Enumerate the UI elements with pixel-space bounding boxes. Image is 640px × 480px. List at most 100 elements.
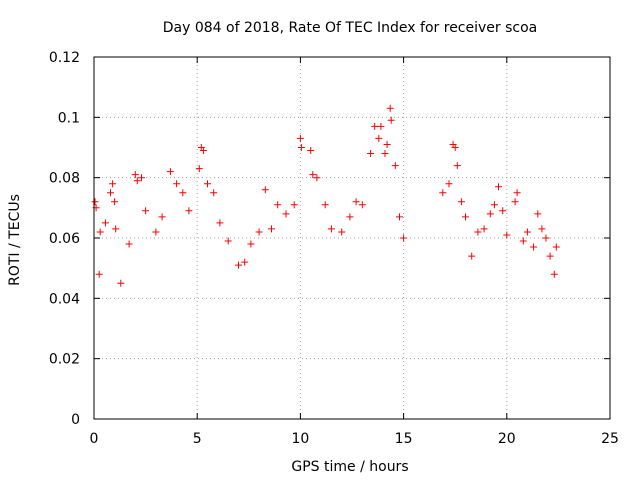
- data-point: [179, 189, 187, 197]
- data-point: [255, 228, 263, 236]
- data-point: [346, 213, 354, 221]
- scatter-points: [91, 104, 560, 287]
- data-point: [112, 225, 120, 233]
- data-point: [101, 219, 109, 227]
- data-point: [313, 174, 321, 182]
- data-point: [375, 134, 383, 142]
- data-point: [185, 207, 193, 215]
- data-point: [131, 171, 139, 179]
- data-point: [358, 201, 366, 209]
- data-point: [400, 234, 408, 242]
- y-tick-label: 0: [71, 412, 80, 428]
- y-tick-label: 0.1: [58, 110, 80, 126]
- data-point: [321, 201, 329, 209]
- data-point: [499, 207, 507, 215]
- data-point: [546, 252, 554, 260]
- chart-title: Day 084 of 2018, Rate Of TEC Index for r…: [163, 20, 538, 36]
- data-point: [387, 116, 395, 124]
- plot-frame: [93, 56, 611, 420]
- grid: [94, 57, 610, 419]
- data-point: [383, 141, 391, 148]
- data-point: [490, 201, 498, 209]
- data-point: [235, 261, 242, 269]
- y-tick-label: 0.02: [49, 352, 80, 368]
- y-tick-label: 0.08: [49, 171, 80, 187]
- data-point: [95, 270, 103, 278]
- data-point: [224, 237, 232, 245]
- data-point: [158, 213, 166, 221]
- data-point: [457, 198, 465, 206]
- data-point: [462, 213, 469, 221]
- data-point: [474, 228, 482, 236]
- data-point: [109, 180, 117, 188]
- data-point: [367, 150, 375, 157]
- data-point: [96, 228, 104, 236]
- data-point: [513, 189, 521, 197]
- data-point: [125, 240, 133, 248]
- data-point: [453, 162, 461, 170]
- x-tick-label: 10: [291, 431, 309, 447]
- data-point: [552, 243, 560, 251]
- data-point: [538, 225, 546, 233]
- data-point: [282, 210, 290, 218]
- data-point: [204, 180, 211, 188]
- data-point: [290, 201, 298, 209]
- data-point: [519, 237, 527, 245]
- data-point: [309, 171, 317, 179]
- x-tick-label: 20: [498, 431, 516, 447]
- data-point: [173, 180, 181, 188]
- data-point: [550, 270, 558, 278]
- data-point: [377, 122, 385, 130]
- data-point: [480, 225, 488, 233]
- x-tick-label: 25: [601, 431, 619, 447]
- data-point: [166, 168, 174, 176]
- data-point: [468, 252, 476, 260]
- data-point: [210, 189, 218, 197]
- x-axis-title: GPS time / hours: [291, 459, 408, 475]
- data-point: [445, 180, 453, 188]
- data-point: [274, 201, 282, 209]
- data-point: [439, 189, 447, 197]
- data-point: [327, 225, 335, 233]
- data-point: [152, 228, 160, 236]
- data-point: [247, 240, 255, 248]
- data-point: [542, 234, 550, 242]
- data-point: [391, 162, 399, 170]
- data-point: [386, 104, 394, 112]
- x-tick-label: 0: [90, 431, 99, 447]
- y-tick-label: 0.12: [49, 50, 80, 66]
- data-point: [107, 189, 114, 197]
- data-point: [296, 134, 304, 142]
- y-tick-label: 0.06: [49, 231, 80, 247]
- y-tick-label: 0.04: [49, 291, 80, 307]
- data-point: [297, 144, 305, 151]
- data-point: [511, 198, 519, 206]
- data-point: [307, 147, 315, 154]
- data-point: [451, 144, 459, 151]
- data-point: [111, 198, 119, 206]
- data-point: [495, 183, 502, 191]
- data-point: [338, 228, 346, 236]
- data-point: [195, 165, 203, 173]
- data-point: [523, 228, 531, 236]
- data-point: [199, 147, 207, 154]
- data-point: [486, 210, 494, 218]
- data-point: [530, 243, 538, 251]
- data-point: [268, 225, 275, 233]
- x-tick-label: 15: [395, 431, 413, 447]
- data-point: [261, 186, 269, 194]
- data-point: [142, 207, 150, 215]
- data-point: [117, 279, 125, 287]
- data-point: [371, 122, 379, 130]
- data-point: [91, 198, 99, 206]
- data-point: [534, 210, 542, 218]
- data-point: [381, 150, 389, 157]
- data-point: [352, 198, 360, 206]
- data-point: [503, 231, 511, 239]
- data-point: [138, 174, 145, 182]
- data-point: [216, 219, 224, 227]
- x-tick-label: 5: [193, 431, 202, 447]
- y-axis-title: ROTI / TECUs: [7, 194, 23, 286]
- data-point: [133, 177, 141, 185]
